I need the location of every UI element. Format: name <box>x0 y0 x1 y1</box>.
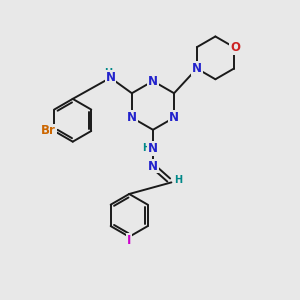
Text: N: N <box>106 71 116 84</box>
Text: Br: Br <box>41 124 56 137</box>
Text: O: O <box>230 41 240 54</box>
Text: H: H <box>104 68 112 78</box>
Text: N: N <box>148 74 158 88</box>
Text: H: H <box>174 175 182 185</box>
Text: N: N <box>148 160 158 172</box>
Text: I: I <box>127 234 131 247</box>
Text: H: H <box>142 142 151 153</box>
Text: N: N <box>192 62 202 75</box>
Text: N: N <box>169 111 179 124</box>
Text: N: N <box>148 142 158 155</box>
Text: N: N <box>127 111 137 124</box>
